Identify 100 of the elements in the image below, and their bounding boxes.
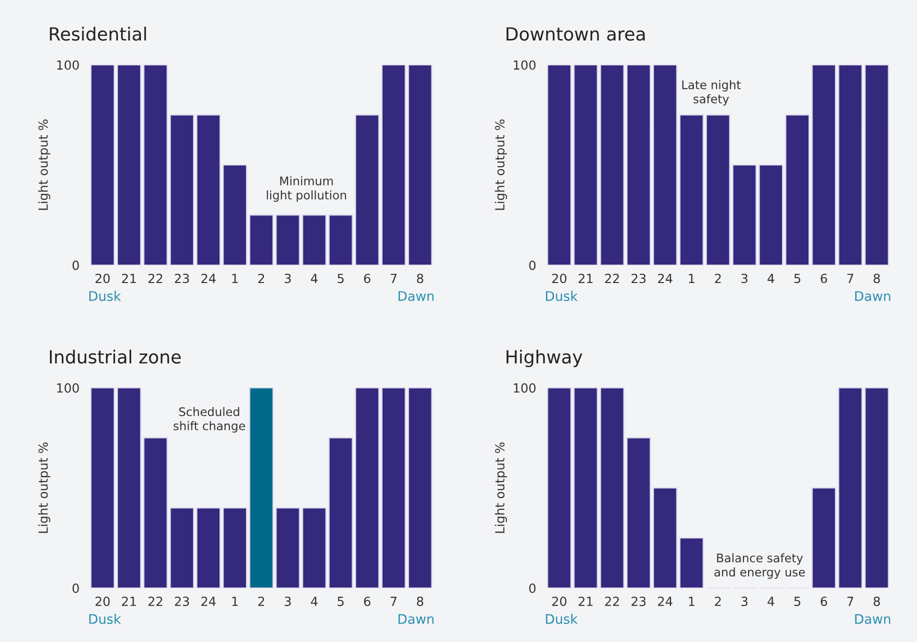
- x-tick-label: 5: [794, 274, 800, 284]
- x-tick-label: 7: [847, 596, 854, 606]
- bar: [758, 164, 784, 266]
- bar: [812, 487, 836, 588]
- annotation: Late night safety: [682, 80, 741, 106]
- bar: [222, 164, 248, 266]
- bar: [276, 214, 300, 266]
- chart-title: Highway: [506, 350, 582, 368]
- x-tick-label: 6: [364, 596, 370, 606]
- x-tick-label: 7: [390, 274, 397, 283]
- bar: [381, 388, 406, 588]
- x-tick-label: 4: [310, 274, 318, 283]
- chart-title: Industrial zone: [50, 350, 181, 364]
- x-tick-label: 21: [122, 274, 136, 283]
- bar: [547, 388, 572, 588]
- x-tick-label: 21: [578, 596, 593, 606]
- annotation: Minimum light pollution: [266, 176, 346, 202]
- bar: [302, 214, 326, 266]
- bar: [90, 388, 115, 588]
- x-tick-label: 8: [416, 274, 424, 284]
- bar: [143, 64, 168, 266]
- bar: [785, 114, 810, 266]
- bar: [652, 64, 678, 266]
- x-tick-label: 3: [284, 596, 291, 606]
- x-tick-label: 5: [338, 274, 344, 284]
- x-tick-label: 21: [122, 596, 136, 606]
- bar: [408, 64, 432, 266]
- x-tick-label: 23: [174, 274, 189, 284]
- x-tick-label: 2: [714, 596, 721, 606]
- y-tick-label: 0: [72, 260, 79, 270]
- y-tick-label: 0: [529, 260, 536, 270]
- y-tick-label: 0: [529, 584, 536, 593]
- bar: [249, 388, 274, 588]
- bar: [864, 388, 889, 588]
- x-tick-label: 6: [820, 596, 828, 606]
- x-tick-label: 20: [96, 596, 110, 606]
- x-tick-label: 2: [258, 274, 264, 283]
- text: Dusk: [546, 290, 578, 302]
- x-tick-label: 21: [578, 274, 593, 283]
- x-tick-label: 20: [552, 274, 566, 284]
- bar: [222, 507, 248, 588]
- bar: [838, 388, 863, 588]
- x-tick-label: 20: [552, 596, 566, 606]
- text: Dawn: [855, 614, 890, 624]
- bar: [196, 114, 221, 266]
- annotation: Scheduled shift change: [174, 407, 246, 433]
- bar: [381, 64, 406, 266]
- x-tick-label: 23: [174, 596, 189, 606]
- bar: [864, 64, 889, 266]
- x-tick-label: 4: [768, 596, 774, 606]
- bar: [116, 64, 142, 266]
- x-tick-label: 7: [390, 596, 397, 606]
- x-tick-label: 22: [148, 274, 162, 283]
- bar: [706, 114, 730, 266]
- y-axis-title: Light output %: [38, 120, 50, 210]
- bar: [90, 64, 115, 266]
- text: Dusk: [89, 290, 122, 302]
- bar: [302, 507, 326, 588]
- x-tick-label: 5: [794, 596, 800, 606]
- x-tick-label: 20: [96, 274, 110, 284]
- y-axis-title: Light output %: [494, 442, 507, 533]
- bar: [276, 507, 300, 588]
- x-tick-label: 4: [768, 274, 774, 283]
- annotation: Balance safety and energy use: [714, 553, 805, 579]
- bar: [170, 507, 194, 588]
- x-tick-label: 3: [284, 274, 291, 284]
- x-tick-label: 8: [416, 596, 424, 606]
- bar: [116, 388, 142, 588]
- text: Dawn: [855, 291, 890, 302]
- bar: [249, 214, 274, 266]
- x-tick-label: 3: [741, 274, 748, 284]
- chart-title: Downtown area: [506, 27, 645, 41]
- bar: [838, 64, 863, 266]
- x-tick-label: 8: [874, 596, 880, 606]
- bar: [574, 388, 598, 588]
- x-tick-label: 24: [201, 274, 216, 283]
- bar: [574, 64, 598, 266]
- bar: [812, 64, 836, 266]
- x-tick-label: 23: [632, 596, 646, 606]
- bar: [547, 64, 572, 266]
- x-tick-label: 6: [364, 274, 370, 284]
- x-tick-label: 22: [605, 596, 619, 606]
- bar: [679, 537, 704, 588]
- x-tick-label: 5: [338, 596, 344, 606]
- y-tick-label: 100: [57, 383, 79, 393]
- x-tick-label: 1: [688, 596, 694, 606]
- x-tick-label: 24: [658, 274, 672, 283]
- x-tick-label: 2: [258, 596, 264, 606]
- x-tick-label: 22: [148, 596, 162, 606]
- chart-title: Residential: [50, 26, 146, 41]
- bar: [652, 487, 678, 588]
- bar: [354, 114, 380, 266]
- x-tick-label: 2: [714, 274, 721, 283]
- bar: [143, 437, 168, 588]
- x-tick-label: 1: [688, 274, 694, 283]
- x-tick-label: 3: [741, 596, 748, 606]
- bar: [328, 214, 353, 266]
- text: Dawn: [398, 614, 434, 624]
- bar: [732, 164, 757, 266]
- text: Dusk: [89, 614, 122, 624]
